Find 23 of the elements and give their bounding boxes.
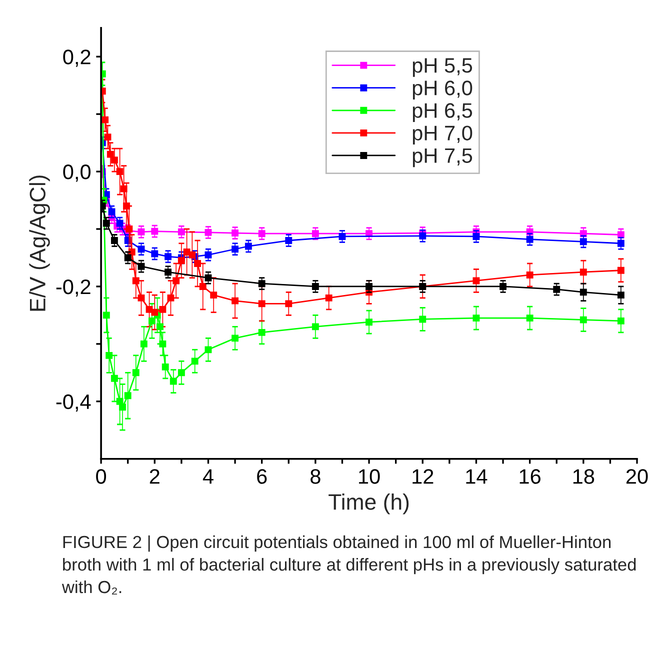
x-tick-label: 14 [466, 469, 488, 484]
y-tick-label: 0,2 [63, 50, 90, 67]
legend-label: pH 5,5 [412, 58, 472, 77]
legend-label: pH 6,0 [412, 80, 472, 100]
x-tick-label: 6 [257, 469, 267, 484]
y-tick-label: 0,0 [63, 164, 91, 182]
x-tick-label: 12 [412, 469, 434, 484]
x-tick-label: 10 [359, 469, 380, 484]
y-tick-label: -0,2 [56, 279, 90, 297]
legend-label: pH 7,0 [412, 126, 472, 145]
x-tick-label: 4 [202, 469, 214, 484]
legend-label: pH 7,5 [412, 148, 472, 168]
x-tick-label: 20 [626, 469, 648, 484]
x-tick-label: 16 [520, 469, 540, 484]
x-tick-label: 8 [310, 469, 320, 484]
legend-label: pH 6,5 [412, 103, 472, 122]
y-axis-title: E/V (Ag/AgCl) [29, 176, 50, 311]
x-tick-label: 18 [573, 469, 594, 484]
caption: FIGURE 2 | Open circuit potentials obtained in 100 ml of Mueller-Hinton broth with 1 ml of bacterial culture at different pHs in a previously saturated with O₂. [62, 535, 636, 595]
x-axis-title: Time (h) [328, 494, 409, 514]
x-tick-label: 2 [150, 469, 160, 484]
y-tick-label: -0,4 [56, 394, 91, 412]
x-tick-label: 0 [96, 469, 106, 484]
